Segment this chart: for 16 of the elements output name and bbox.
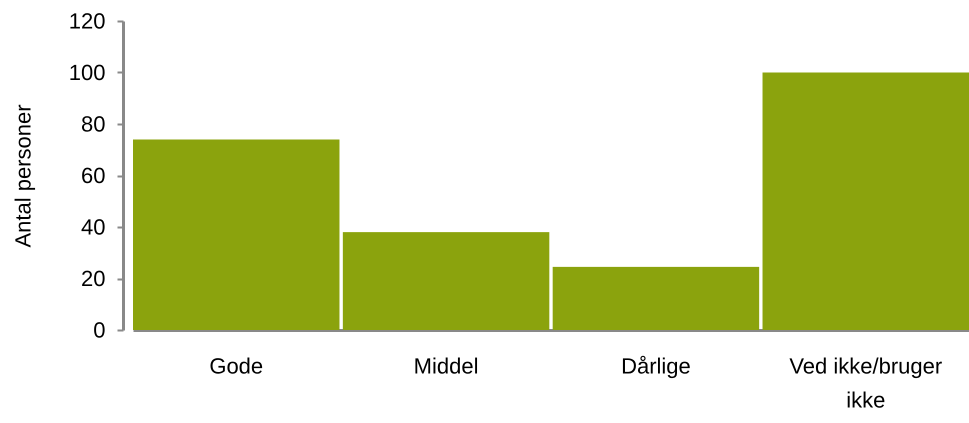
y-tick-label: 80 [81, 112, 106, 136]
y-tick-label: 100 [68, 60, 106, 85]
bar [133, 139, 340, 330]
bar [762, 72, 969, 330]
bar [342, 232, 550, 330]
bar [552, 266, 760, 330]
y-tick-label: 60 [81, 163, 106, 188]
x-tick-label: Gode [209, 354, 264, 378]
y-tick-label: 0 [93, 318, 106, 342]
x-tick-label: Middel [414, 354, 478, 378]
x-tick-label: Ved ikke/bruger ikke [789, 354, 942, 412]
y-tick-label: 120 [68, 8, 106, 34]
y-tick-label: 40 [81, 214, 106, 240]
y-axis-title: Antal personer [10, 104, 36, 248]
x-tick-label: Dårlige [621, 354, 691, 378]
y-tick-label: 20 [81, 266, 106, 291]
